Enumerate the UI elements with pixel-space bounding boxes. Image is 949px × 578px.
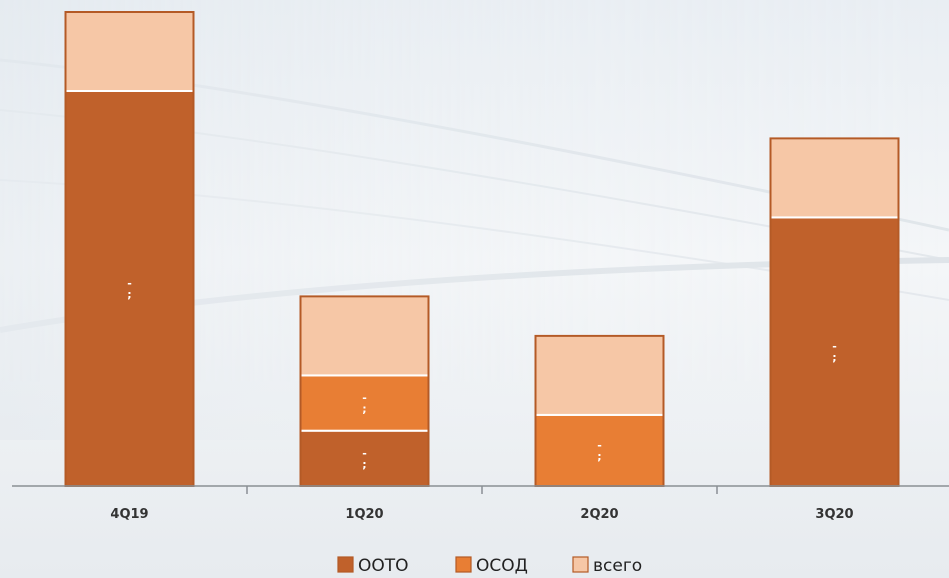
- data-label: -: [832, 340, 837, 353]
- legend-swatch: [572, 556, 589, 573]
- x-axis-ticks: 4Q19 1Q20 2Q20 3Q20: [110, 507, 853, 522]
- data-label: ;: [597, 450, 601, 463]
- data-label: ;: [362, 403, 366, 416]
- bar-segment-3Q20-всего: [769, 137, 900, 219]
- data-labels-layer: -;-;-;-;-;: [127, 277, 837, 471]
- data-label: -: [362, 392, 367, 405]
- data-label: -: [127, 277, 132, 290]
- legend-swatch: [337, 556, 354, 573]
- bar-segment-4Q19-всего: [64, 11, 195, 92]
- data-label: -: [597, 439, 602, 452]
- bar-segment-2Q20-всего: [534, 334, 665, 416]
- x-tick-label: 4Q19: [110, 507, 148, 522]
- data-label: ;: [127, 288, 131, 301]
- data-label: ;: [362, 458, 366, 471]
- data-label: -: [362, 447, 367, 460]
- legend-label: ООТО: [358, 556, 409, 576]
- x-tick-label: 3Q20: [815, 507, 853, 522]
- bar-segment-1Q20-всего: [299, 295, 430, 377]
- x-tick-label: 1Q20: [345, 507, 383, 522]
- bars-layer: [64, 11, 900, 488]
- legend-label: всего: [593, 556, 642, 576]
- x-tick-label: 2Q20: [580, 507, 618, 522]
- legend-swatch: [455, 556, 472, 573]
- legend: ООТО ОСОД всего: [337, 556, 642, 576]
- data-label: ;: [832, 351, 836, 364]
- x-axis: [12, 485, 949, 494]
- legend-label: ОСОД: [476, 556, 528, 576]
